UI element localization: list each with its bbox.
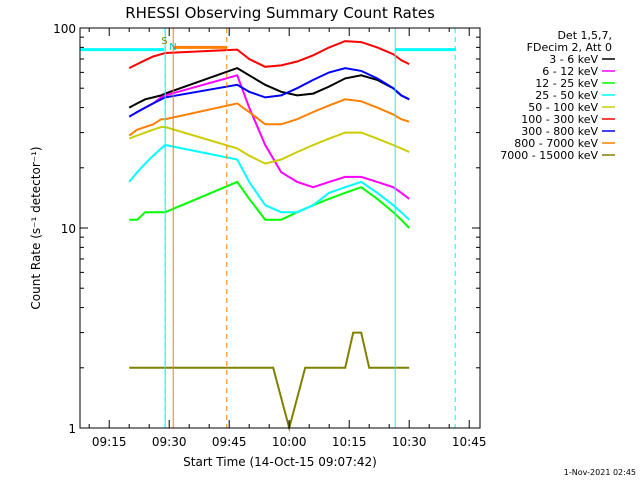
- x-tick-label: 10:45: [452, 435, 487, 449]
- series-line-5: [128, 126, 410, 165]
- legend-entry-label: 7000 - 15000 keV: [500, 149, 598, 162]
- x-tick-label: 09:45: [212, 435, 247, 449]
- chart-title: RHESSI Observing Summary Count Rates: [125, 4, 435, 22]
- legend-entry-label: 800 - 7000 keV: [514, 137, 598, 150]
- series-line-6: [128, 40, 410, 69]
- series-line-3: [129, 180, 410, 229]
- series-line-8: [128, 98, 410, 137]
- x-tick-label: 09:30: [152, 435, 187, 449]
- x-axis-title: Start Time (14-Oct-15 09:07:42): [183, 455, 377, 469]
- series-line-1: [128, 67, 410, 109]
- night-label: N: [169, 42, 176, 53]
- y-tick-label: 1: [68, 422, 76, 436]
- legend-entry-label: 12 - 25 keV: [535, 77, 598, 90]
- series-line-7: [128, 67, 410, 118]
- legend-entry-label: 300 - 800 keV: [521, 125, 598, 138]
- x-tick-label: 10:00: [272, 435, 307, 449]
- saa-label: S: [161, 36, 167, 47]
- series-line-4: [128, 143, 410, 221]
- x-tick-label: 09:15: [92, 435, 127, 449]
- legend-entry-label: 6 - 12 keV: [542, 65, 598, 78]
- y-axis-title: Count Rate (s⁻¹ detector⁻¹): [29, 146, 43, 309]
- series-line-9: [129, 331, 410, 432]
- legend-header: Det 1,5,7,: [557, 29, 612, 42]
- timestamp: 1-Nov-2021 02:45: [564, 468, 636, 477]
- legend-entry-label: 50 - 100 keV: [528, 101, 598, 114]
- series-line-2: [128, 74, 410, 200]
- x-tick-label: 10:30: [392, 435, 427, 449]
- y-tick-label: 100: [53, 22, 76, 36]
- legend-header: FDecim 2, Att 0: [527, 41, 612, 54]
- legend-entry-label: 100 - 300 keV: [521, 113, 598, 126]
- y-tick-label: 10: [61, 222, 76, 236]
- x-tick-label: 10:15: [332, 435, 367, 449]
- legend-entry-label: 3 - 6 keV: [549, 53, 598, 66]
- legend-entry-label: 25 - 50 keV: [535, 89, 598, 102]
